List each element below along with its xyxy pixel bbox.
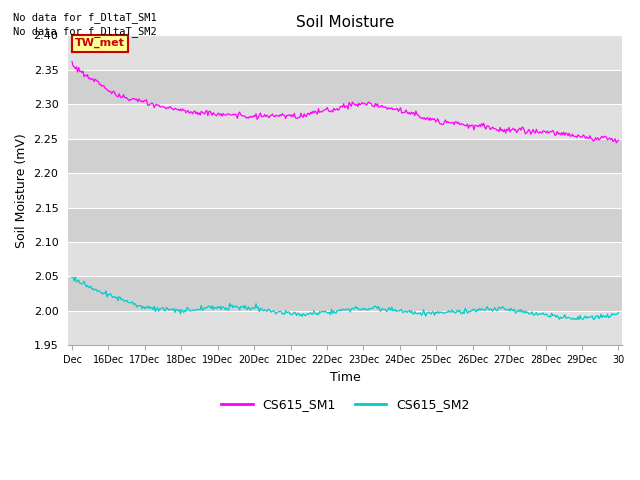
Text: No data for f_DltaT_SM2: No data for f_DltaT_SM2 bbox=[13, 26, 157, 37]
Bar bbox=[68, 276, 622, 311]
Bar bbox=[68, 104, 622, 139]
Text: No data for f_DltaT_SM1: No data for f_DltaT_SM1 bbox=[13, 12, 157, 23]
Legend: CS615_SM1, CS615_SM2: CS615_SM1, CS615_SM2 bbox=[216, 394, 474, 417]
Title: Soil Moisture: Soil Moisture bbox=[296, 15, 394, 30]
Y-axis label: Soil Moisture (mV): Soil Moisture (mV) bbox=[15, 133, 28, 248]
Bar bbox=[68, 139, 622, 173]
Bar bbox=[68, 207, 622, 242]
Bar bbox=[68, 36, 622, 70]
Bar bbox=[68, 311, 622, 345]
Bar bbox=[68, 70, 622, 104]
Text: TW_met: TW_met bbox=[75, 38, 125, 48]
X-axis label: Time: Time bbox=[330, 371, 360, 384]
Bar bbox=[68, 173, 622, 207]
Bar bbox=[68, 242, 622, 276]
